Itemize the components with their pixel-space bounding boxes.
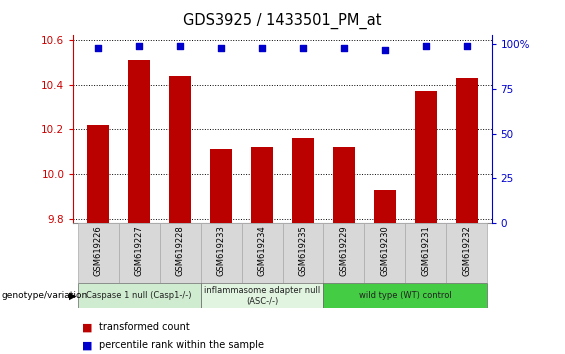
Text: GSM619233: GSM619233 bbox=[216, 225, 225, 276]
Text: ■: ■ bbox=[82, 322, 93, 332]
Bar bbox=[87, 125, 109, 223]
Bar bbox=[241, 223, 282, 283]
Bar bbox=[210, 149, 232, 223]
Text: GSM619228: GSM619228 bbox=[176, 225, 185, 276]
Bar bbox=[415, 91, 437, 223]
Text: wild type (WT) control: wild type (WT) control bbox=[359, 291, 452, 300]
Point bbox=[94, 45, 103, 51]
Text: inflammasome adapter null
(ASC-/-): inflammasome adapter null (ASC-/-) bbox=[204, 286, 320, 306]
Bar bbox=[169, 76, 192, 223]
Bar bbox=[128, 60, 150, 223]
Bar bbox=[292, 138, 314, 223]
Text: GSM619234: GSM619234 bbox=[258, 225, 267, 276]
Bar bbox=[324, 223, 364, 283]
Point bbox=[134, 43, 144, 49]
Text: GSM619229: GSM619229 bbox=[340, 225, 349, 276]
Text: genotype/variation: genotype/variation bbox=[1, 291, 88, 300]
Point bbox=[176, 43, 185, 49]
Bar bbox=[77, 223, 119, 283]
Text: ■: ■ bbox=[82, 340, 93, 350]
Text: GSM619227: GSM619227 bbox=[134, 225, 144, 276]
Text: percentile rank within the sample: percentile rank within the sample bbox=[99, 340, 264, 350]
Bar bbox=[201, 283, 324, 308]
Text: GSM619235: GSM619235 bbox=[298, 225, 307, 276]
Bar bbox=[446, 223, 488, 283]
Bar bbox=[373, 189, 396, 223]
Text: GSM619226: GSM619226 bbox=[94, 225, 102, 276]
Text: ▶: ▶ bbox=[69, 291, 76, 301]
Text: GDS3925 / 1433501_PM_at: GDS3925 / 1433501_PM_at bbox=[183, 12, 382, 29]
Point bbox=[216, 45, 225, 51]
Bar bbox=[324, 283, 488, 308]
Text: GSM619232: GSM619232 bbox=[463, 225, 471, 276]
Point bbox=[340, 45, 349, 51]
Text: GSM619231: GSM619231 bbox=[421, 225, 431, 276]
Bar bbox=[119, 223, 159, 283]
Point bbox=[421, 43, 431, 49]
Text: Caspase 1 null (Casp1-/-): Caspase 1 null (Casp1-/-) bbox=[86, 291, 192, 300]
Bar bbox=[364, 223, 406, 283]
Bar bbox=[456, 78, 478, 223]
Bar bbox=[159, 223, 201, 283]
Bar bbox=[251, 147, 273, 223]
Bar bbox=[77, 283, 201, 308]
Point bbox=[258, 45, 267, 51]
Point bbox=[298, 45, 307, 51]
Text: GSM619230: GSM619230 bbox=[380, 225, 389, 276]
Point bbox=[462, 43, 471, 49]
Bar bbox=[406, 223, 446, 283]
Point bbox=[380, 47, 389, 52]
Bar bbox=[333, 147, 355, 223]
Bar bbox=[282, 223, 324, 283]
Text: transformed count: transformed count bbox=[99, 322, 190, 332]
Bar bbox=[201, 223, 241, 283]
